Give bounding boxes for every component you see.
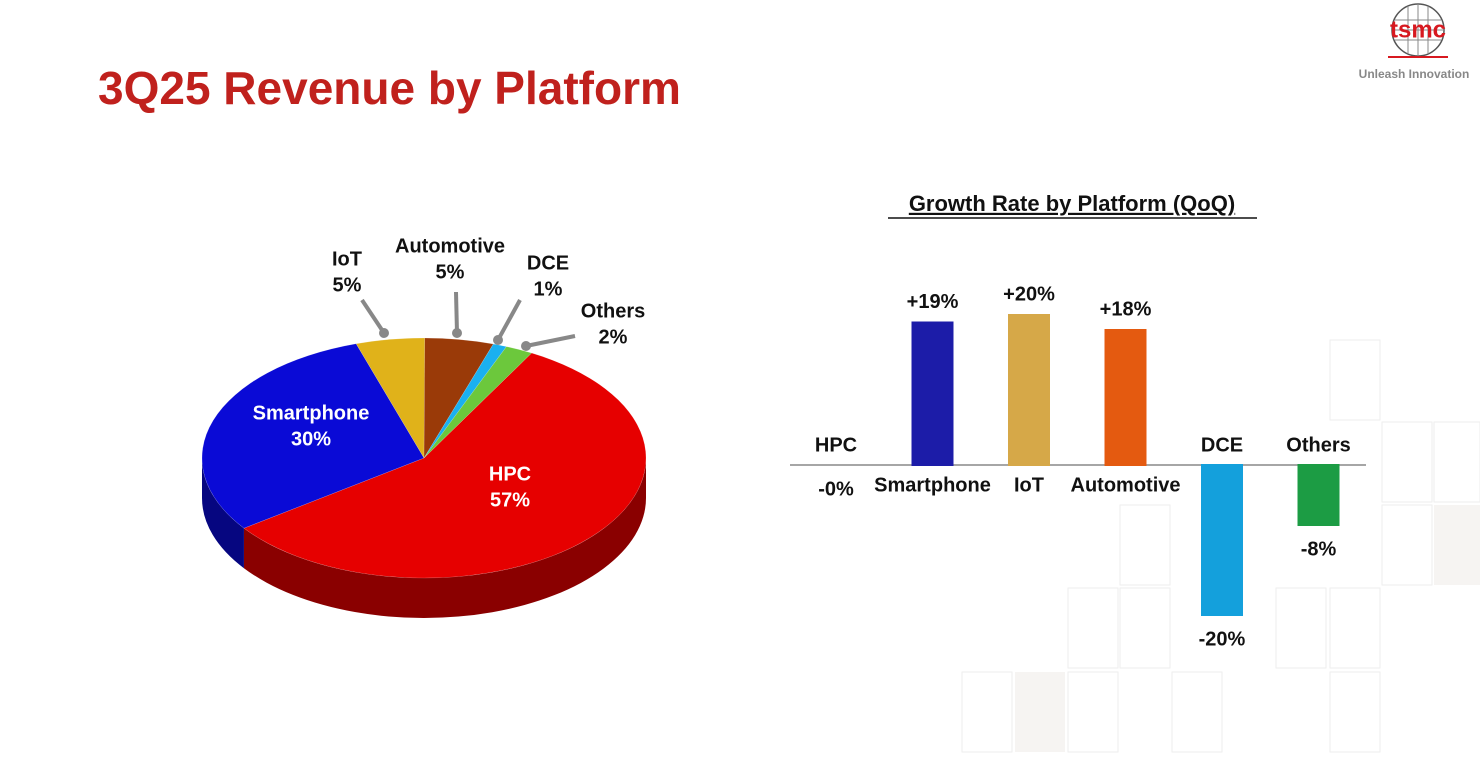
category-label: Others bbox=[1286, 434, 1350, 456]
category-label: Smartphone bbox=[874, 474, 991, 496]
slice-label: Smartphone bbox=[253, 402, 370, 424]
slice-value: 57% bbox=[490, 489, 530, 511]
value-label: -0% bbox=[818, 478, 854, 500]
tile bbox=[1329, 671, 1381, 753]
slice-value: 5% bbox=[333, 274, 362, 296]
leader-dot bbox=[521, 341, 531, 351]
slice-side bbox=[202, 458, 244, 569]
tile bbox=[1067, 671, 1119, 753]
leader-line bbox=[496, 299, 522, 341]
value-label: +20% bbox=[1003, 283, 1055, 305]
bar bbox=[1008, 314, 1050, 466]
bar bbox=[911, 321, 954, 466]
slice-value: 5% bbox=[436, 261, 465, 283]
value-label: +19% bbox=[907, 291, 959, 313]
tagline: Unleash Innovation bbox=[1359, 67, 1470, 81]
leader-dot bbox=[493, 335, 503, 345]
leader-line bbox=[525, 334, 576, 348]
tile bbox=[1433, 421, 1480, 503]
bar bbox=[1201, 464, 1243, 616]
tile bbox=[1329, 339, 1381, 421]
category-label: Automotive bbox=[1071, 474, 1181, 496]
slice-label: IoT bbox=[332, 248, 362, 270]
leader-dot bbox=[379, 328, 389, 338]
pie-slice bbox=[423, 337, 494, 459]
slide-title: 3Q25 Revenue by Platform bbox=[98, 62, 681, 114]
category-label: DCE bbox=[1201, 434, 1243, 456]
logo: tsmc Unleash Innovation bbox=[1359, 3, 1470, 81]
leader-dot bbox=[452, 328, 462, 338]
slice-value: 30% bbox=[291, 428, 331, 450]
category-label: IoT bbox=[1014, 474, 1044, 496]
tile bbox=[1119, 504, 1171, 586]
tile bbox=[1434, 505, 1480, 585]
category-label: HPC bbox=[815, 434, 857, 456]
bar bbox=[1104, 329, 1147, 466]
tile bbox=[1381, 421, 1433, 503]
pie-slice bbox=[423, 343, 507, 459]
bar-chart-title: Growth Rate by Platform (QoQ) bbox=[909, 191, 1235, 216]
tile bbox=[1381, 504, 1433, 586]
slice-label: DCE bbox=[527, 252, 569, 274]
slice-value: 2% bbox=[599, 326, 628, 348]
leader-line bbox=[360, 298, 386, 335]
logo-grid bbox=[1393, 4, 1443, 56]
value-label: -8% bbox=[1301, 538, 1337, 560]
slice-value: 1% bbox=[534, 278, 563, 300]
slice-label: HPC bbox=[489, 463, 531, 485]
tile bbox=[1171, 671, 1223, 753]
tile bbox=[1067, 587, 1119, 669]
value-label: -20% bbox=[1199, 628, 1246, 650]
pie-slice bbox=[201, 343, 425, 529]
slice-side bbox=[243, 458, 646, 619]
value-label: +18% bbox=[1100, 298, 1152, 320]
tile bbox=[1015, 672, 1065, 752]
leader-line bbox=[454, 291, 459, 334]
slice-label: Automotive bbox=[395, 235, 505, 257]
pie-slice bbox=[243, 352, 647, 579]
tile bbox=[1119, 587, 1171, 669]
logo-text: tsmc bbox=[1390, 16, 1446, 43]
tile bbox=[961, 671, 1013, 753]
background-tiles bbox=[961, 339, 1480, 753]
tile bbox=[1329, 587, 1381, 669]
pie-slice bbox=[423, 346, 533, 459]
pie-slice bbox=[355, 337, 426, 459]
tile bbox=[1275, 587, 1327, 669]
slice-label: Others bbox=[581, 300, 645, 322]
bar bbox=[1297, 464, 1340, 526]
